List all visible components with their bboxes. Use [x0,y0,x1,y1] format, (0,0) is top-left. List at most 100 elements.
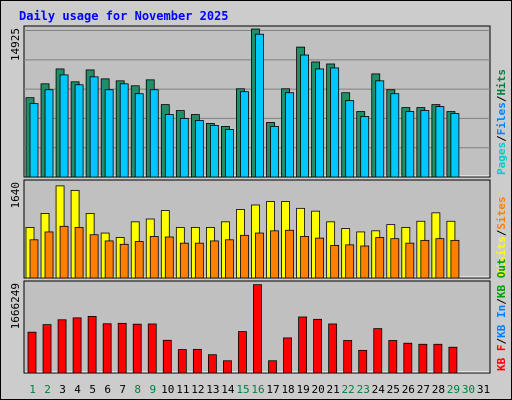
pages-bar [450,113,460,178]
bottom-ymax-label: 1666249 [9,283,22,329]
x-tick-label: 8 [134,383,141,396]
kbf-bar [418,343,428,374]
x-tick-label: 24 [372,383,386,396]
sites-bar [255,232,264,279]
kbf-bar [358,349,368,374]
bottom-legend-item-1: / [495,338,508,345]
x-tick-label: 5 [89,383,96,396]
x-tick-label: 3 [59,383,66,396]
x-tick-label: 23 [357,383,370,396]
pages-bar [255,33,264,178]
sites-bar [270,230,279,279]
kbf-bar [268,360,277,374]
top-legend: Pages/Files/Hits [495,69,508,175]
kbf-bar [147,323,157,374]
sites-bar [360,245,370,279]
sites-bar [285,229,294,279]
sites-bar [300,236,309,279]
bottom-legend-item-4: KB Out [495,258,508,298]
middle-ymax-label: 1640 [9,182,22,209]
x-tick-label: 26 [402,383,415,396]
x-tick-label: 6 [104,383,111,396]
middle-legend-text: Visits/Sites [495,197,508,277]
top-legend-item-1: / [495,135,508,142]
sites-bar [119,243,129,279]
pages-bar [300,54,309,178]
middle-legend: Visits/Sites [495,197,508,277]
kbf-bar [117,322,127,374]
kbf-bar [72,317,82,374]
sites-bar [375,237,385,279]
sites-bar [435,238,445,279]
sites-bar [134,241,144,279]
kbf-bar [207,354,217,374]
top-legend-text: Pages/Files/Hits [495,69,508,175]
x-tick-label: 9 [149,383,156,396]
kbf-bar [388,340,398,374]
sites-bar [29,239,39,279]
x-tick-label: 17 [266,383,279,396]
kbf-bar [328,323,338,374]
pages-bar [225,129,234,178]
x-tick-label: 14 [221,383,235,396]
x-tick-label: 31 [477,383,490,396]
pages-bar [134,93,144,178]
x-tick-label: 22 [342,383,355,396]
pages-bar [104,89,114,178]
x-tick-label: 16 [251,383,264,396]
sites-bar [209,240,219,279]
pages-bar [149,89,159,178]
top-legend-item-0: Pages [495,142,508,175]
sites-bar [390,238,400,279]
sites-bar [74,227,84,279]
pages-bar [405,111,415,178]
x-tick-label: 12 [191,383,204,396]
pages-bar [315,68,325,178]
pages-bar [375,80,385,178]
pages-bar [360,116,370,178]
top-legend-item-3: / [495,95,508,102]
kbf-bar [298,316,307,374]
pages-bar [89,76,99,178]
sites-bar [104,240,114,279]
x-tick-label: 4 [74,383,81,396]
kbf-bar [42,324,52,374]
x-tick-label: 25 [387,383,400,396]
sites-bar [194,242,204,279]
pages-bar [420,110,430,178]
pages-bar [240,91,249,178]
sites-bar [44,231,54,279]
pages-bar [74,84,84,178]
x-tick-label: 7 [119,383,126,396]
x-tick-label: 28 [432,383,445,396]
sites-bar [345,244,355,279]
sites-bar [149,236,159,279]
kbf-bar [373,328,383,374]
x-tick-label: 11 [176,383,189,396]
middle-legend-item-2: Sites [495,197,508,230]
pages-bar [164,114,174,178]
pages-bar [119,83,129,178]
x-tick-label: 21 [327,383,340,396]
kbf-bar [192,348,202,374]
x-tick-label: 13 [206,383,219,396]
top-legend-item-2: Files [495,102,508,135]
pages-bar [435,106,445,178]
kbf-bar [313,318,323,374]
kbf-bar [403,342,413,374]
x-tick-label: 30 [462,383,475,396]
x-tick-label: 1 [29,383,36,396]
pages-bar [44,89,54,178]
kbf-bar [57,319,67,374]
kbf-bar [238,331,247,374]
pages-bar [194,120,204,178]
sites-bar [59,225,69,279]
kbf-bar [253,284,262,374]
bottom-legend-text: KB F/KB In/KB Out [495,258,508,371]
pages-bar [390,93,400,178]
top-ymax-label: 14925 [9,28,22,61]
kbf-bar [433,343,443,374]
pages-bar [270,126,279,178]
bottom-legend-item-3: / [495,298,508,305]
